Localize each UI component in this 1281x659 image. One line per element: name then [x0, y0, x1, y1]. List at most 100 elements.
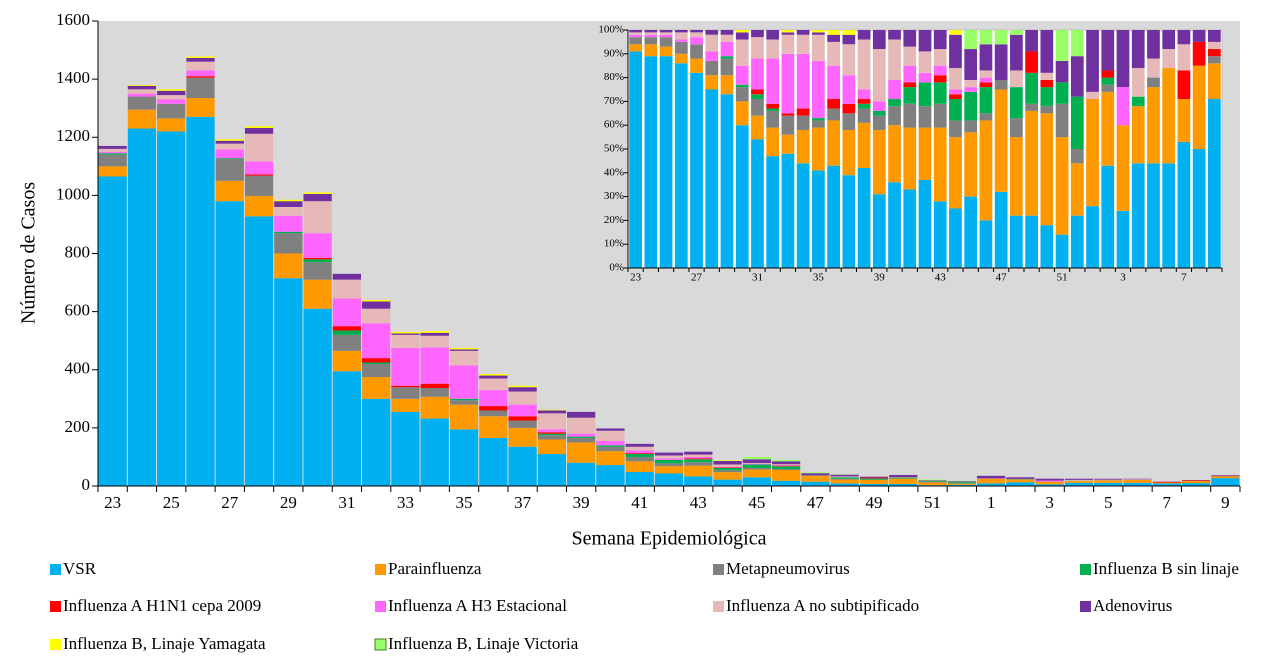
bar-segment [1208, 49, 1221, 57]
bar-segment [362, 358, 391, 363]
bar-segment [801, 481, 830, 486]
bar-segment [859, 477, 889, 479]
bar-segment [949, 137, 962, 209]
bar-segment [391, 385, 420, 388]
bar-segment [857, 39, 871, 90]
bar-segment [654, 463, 684, 467]
bar-segment [1147, 58, 1160, 78]
bar-segment [157, 95, 186, 100]
bar-segment [771, 480, 801, 486]
y-tick-label: 400 [65, 359, 91, 378]
bar-segment [1162, 68, 1176, 164]
bar-segment [1192, 65, 1206, 149]
bar-segment [994, 44, 1008, 80]
bar-segment [766, 103, 780, 109]
bar-segment [659, 56, 673, 269]
bar-segment [215, 139, 244, 141]
bar-segment [801, 473, 830, 476]
bar-segment [812, 30, 825, 33]
bar-segment [918, 72, 932, 83]
bar-segment [949, 208, 962, 268]
bar-segment [781, 34, 795, 54]
bar-segment [537, 432, 567, 434]
bar-segment [449, 350, 479, 366]
bar-segment [918, 82, 932, 107]
bar-segment [889, 478, 918, 484]
bar-segment [186, 70, 215, 77]
bar-segment [1006, 482, 1035, 486]
bar-segment [781, 53, 795, 114]
bar-segment [157, 131, 186, 486]
bar-segment [98, 145, 127, 149]
bar-segment [1208, 63, 1221, 100]
bar-segment [903, 87, 917, 104]
bar-segment [1116, 210, 1130, 268]
bar-segment [713, 461, 742, 465]
bar-segment [720, 75, 734, 95]
bar-segment [567, 462, 596, 486]
bar-segment [690, 72, 703, 268]
legend-label: Influenza A no subtipificado [726, 596, 919, 615]
bar-segment [537, 429, 567, 433]
bar-segment [625, 456, 654, 462]
bar-segment [888, 39, 901, 80]
bar-segment [332, 298, 362, 327]
y-tick-label: 200 [65, 417, 91, 436]
bar-segment [1070, 149, 1084, 164]
bar-segment [1162, 30, 1176, 50]
bar-segment [1064, 479, 1094, 481]
bar-segment [842, 44, 856, 76]
bar-segment [827, 34, 840, 42]
bar-segment [449, 398, 479, 401]
bar-segment [625, 450, 654, 454]
bar-segment [812, 32, 825, 35]
y-tick-label: 60% [604, 119, 624, 131]
y-tick-label: 80% [604, 71, 624, 83]
bar-segment [508, 404, 537, 417]
bar-segment [918, 106, 932, 128]
bar-segment [449, 347, 479, 350]
bar-segment [751, 139, 764, 268]
bar-segment [903, 127, 917, 190]
bar-segment [979, 77, 993, 83]
bar-segment [766, 127, 780, 157]
bar-segment [842, 75, 856, 104]
x-tick-label: 39 [573, 493, 590, 512]
bar-segment [949, 120, 962, 138]
bar-segment [1211, 478, 1240, 486]
bar-segment [596, 451, 625, 466]
bar-segment [1040, 79, 1054, 88]
bar-segment [949, 30, 962, 35]
bar-segment [827, 108, 840, 121]
y-tick-label: 1400 [56, 68, 90, 87]
bar-segment [766, 156, 780, 268]
bar-segment [766, 110, 780, 128]
bar-segment [508, 385, 537, 388]
legend-label: Influenza B, Linaje Victoria [388, 634, 579, 653]
bar-segment [420, 388, 449, 397]
bar-segment [796, 30, 810, 35]
bar-segment [933, 30, 947, 50]
y-tick-label: 10% [604, 238, 624, 250]
bar-segment [215, 143, 244, 150]
bar-segment [888, 99, 901, 107]
x-tick-label: 3 [1120, 272, 1126, 284]
bar-segment [98, 166, 127, 177]
y-tick-label: 30% [604, 190, 624, 202]
bar-segment [684, 451, 713, 455]
bar-segment [889, 477, 918, 479]
bar-segment [857, 30, 871, 40]
legend-swatch [713, 564, 724, 575]
bar-segment [674, 41, 688, 54]
bar-segment [362, 300, 391, 302]
bar-segment [1152, 481, 1181, 482]
bar-segment [1123, 479, 1152, 480]
x-tick-label: 7 [1163, 493, 1172, 512]
legend-swatch [374, 638, 387, 651]
bar-segment [625, 472, 654, 486]
x-tick-label: 25 [163, 493, 180, 512]
bar-segment [98, 154, 127, 167]
y-tick-label: 70% [604, 95, 624, 107]
bar-segment [625, 461, 654, 473]
bar-segment [449, 365, 479, 399]
